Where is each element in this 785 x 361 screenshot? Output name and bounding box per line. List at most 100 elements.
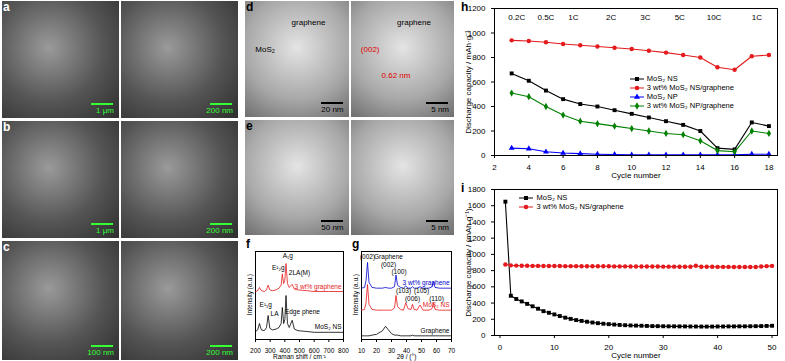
html-text:200 nm: 200 nm (206, 226, 233, 235)
html-text:1 μm: 1 μm (96, 226, 114, 235)
html-text:b: b (3, 120, 11, 134)
svg-text:18: 18 (764, 163, 773, 172)
html-text:3 wt% MoS₂ NS/graphene: 3 wt% MoS₂ NS/graphene (536, 202, 624, 211)
svg-text:1000: 1000 (467, 28, 486, 38)
svg-text:10: 10 (627, 163, 637, 173)
svg-text:0: 0 (498, 343, 503, 352)
svg-text:8: 8 (595, 163, 600, 172)
html-text:5 nm: 5 nm (431, 223, 449, 232)
svg-text:200: 200 (472, 315, 486, 324)
html-text:MoS₂ NS: MoS₂ NS (646, 74, 678, 84)
svg-text:14: 14 (696, 163, 705, 172)
html-text:0.62 nm: 0.62 nm (381, 70, 411, 80)
svg-text:0: 0 (481, 151, 486, 160)
svg-text:6: 6 (561, 163, 566, 172)
svg-text:Cycle number: Cycle number (611, 171, 661, 180)
svg-text:(105): (105) (414, 287, 429, 295)
svg-text:Edge phene: Edge phene (285, 308, 320, 316)
html-text:(002): (002) (360, 45, 380, 55)
svg-text:(002): (002) (360, 253, 375, 261)
html-text:20 nm: 20 nm (321, 105, 344, 114)
svg-text:Raman shift / cm⁻¹: Raman shift / cm⁻¹ (273, 353, 327, 360)
svg-text:(006): (006) (405, 295, 420, 303)
svg-text:50: 50 (768, 343, 777, 352)
html-text:1 μm: 1 μm (96, 106, 114, 115)
svg-text:5C: 5C (675, 13, 685, 22)
svg-text:200: 200 (472, 127, 486, 136)
svg-text:400: 400 (472, 299, 486, 308)
html-text:3 wt% MoS₂ NS/graphene: 3 wt% MoS₂ NS/graphene (646, 83, 734, 93)
svg-text:E¹₂g: E¹₂g (272, 264, 285, 272)
svg-text:60: 60 (433, 347, 441, 354)
svg-text:LA: LA (271, 310, 280, 317)
svg-text:A₁g: A₁g (283, 252, 294, 260)
svg-text:1C: 1C (752, 13, 762, 22)
svg-text:3C: 3C (640, 13, 650, 22)
svg-text:30: 30 (388, 347, 396, 354)
svg-text:3 wt% graphene: 3 wt% graphene (403, 279, 450, 287)
html-text:50 nm: 50 nm (321, 223, 344, 232)
svg-text:E¹₁g: E¹₁g (260, 301, 273, 309)
svg-text:0.5C: 0.5C (538, 13, 555, 22)
svg-text:2θ / (°): 2θ / (°) (397, 353, 417, 361)
svg-text:10C: 10C (707, 13, 722, 22)
svg-text:70: 70 (448, 347, 456, 354)
svg-text:0.2C: 0.2C (508, 13, 525, 22)
svg-text:2LA(M): 2LA(M) (289, 269, 310, 277)
html-text:100 nm: 100 nm (87, 348, 114, 357)
svg-text:1200: 1200 (468, 4, 486, 13)
svg-text:2: 2 (492, 163, 497, 172)
svg-text:400: 400 (279, 347, 291, 355)
html-text:graphene: graphene (291, 18, 326, 28)
html-text:200 nm: 200 nm (206, 106, 233, 115)
svg-text:Discharge capacity / mAh·g⁻¹: Discharge capacity / mAh·g⁻¹ (464, 30, 473, 134)
svg-text:800: 800 (472, 53, 486, 62)
svg-text:800: 800 (472, 266, 486, 275)
html-text:MoS₂ NS: MoS₂ NS (536, 193, 568, 202)
svg-text:Discharge capacity / (mAh g⁻¹): Discharge capacity / (mAh g⁻¹) (464, 208, 473, 317)
svg-text:600: 600 (472, 78, 486, 87)
svg-text:50: 50 (418, 347, 426, 354)
svg-text:800: 800 (338, 347, 349, 354)
svg-text:(110): (110) (429, 295, 444, 303)
svg-text:1400: 1400 (467, 217, 486, 227)
svg-text:300: 300 (264, 347, 276, 355)
svg-text:1600: 1600 (467, 201, 486, 211)
svg-text:0: 0 (481, 331, 486, 340)
html-text:graphene: graphene (397, 18, 431, 28)
svg-text:600: 600 (308, 347, 320, 355)
svg-text:40: 40 (402, 347, 411, 355)
svg-text:MoS₂ NS: MoS₂ NS (315, 323, 342, 330)
svg-text:4: 4 (527, 163, 532, 172)
svg-text:30: 30 (658, 343, 668, 353)
svg-text:20: 20 (604, 343, 614, 353)
svg-text:200: 200 (250, 347, 261, 354)
svg-text:2C: 2C (606, 13, 616, 22)
html-text:Intensity (a.u.): Intensity (a.u.) (245, 274, 253, 316)
svg-text:40: 40 (713, 343, 722, 352)
svg-text:1200: 1200 (467, 233, 486, 243)
svg-text:400: 400 (472, 102, 486, 111)
svg-text:1C: 1C (568, 13, 578, 22)
svg-text:600: 600 (472, 282, 486, 291)
html-text:200 nm: 200 nm (206, 348, 233, 357)
svg-text:Graphene: Graphene (421, 327, 450, 335)
html-text:MoS₂ NP: MoS₂ NP (646, 92, 678, 102)
html-text:d: d (246, 0, 254, 14)
svg-text:(100): (100) (391, 268, 406, 276)
svg-text:20: 20 (373, 347, 381, 354)
svg-text:1000: 1000 (467, 249, 486, 259)
html-text:3 wt% MoS₂ NP/graphene: 3 wt% MoS₂ NP/graphene (646, 101, 734, 111)
svg-text:10: 10 (358, 347, 366, 354)
html-text:5 nm: 5 nm (431, 105, 449, 114)
svg-text:16: 16 (730, 163, 739, 172)
svg-text:1800: 1800 (468, 185, 486, 194)
svg-text:12: 12 (662, 163, 671, 172)
svg-text:700: 700 (323, 347, 335, 355)
svg-text:3 wt% graphene: 3 wt% graphene (295, 283, 342, 291)
svg-text:Cycle number: Cycle number (611, 351, 661, 360)
svg-text:10: 10 (550, 343, 559, 352)
html-text:MoS₂: MoS₂ (255, 45, 275, 55)
svg-text:500: 500 (294, 347, 305, 355)
svg-text:MoS₂ NS: MoS₂ NS (423, 301, 450, 308)
